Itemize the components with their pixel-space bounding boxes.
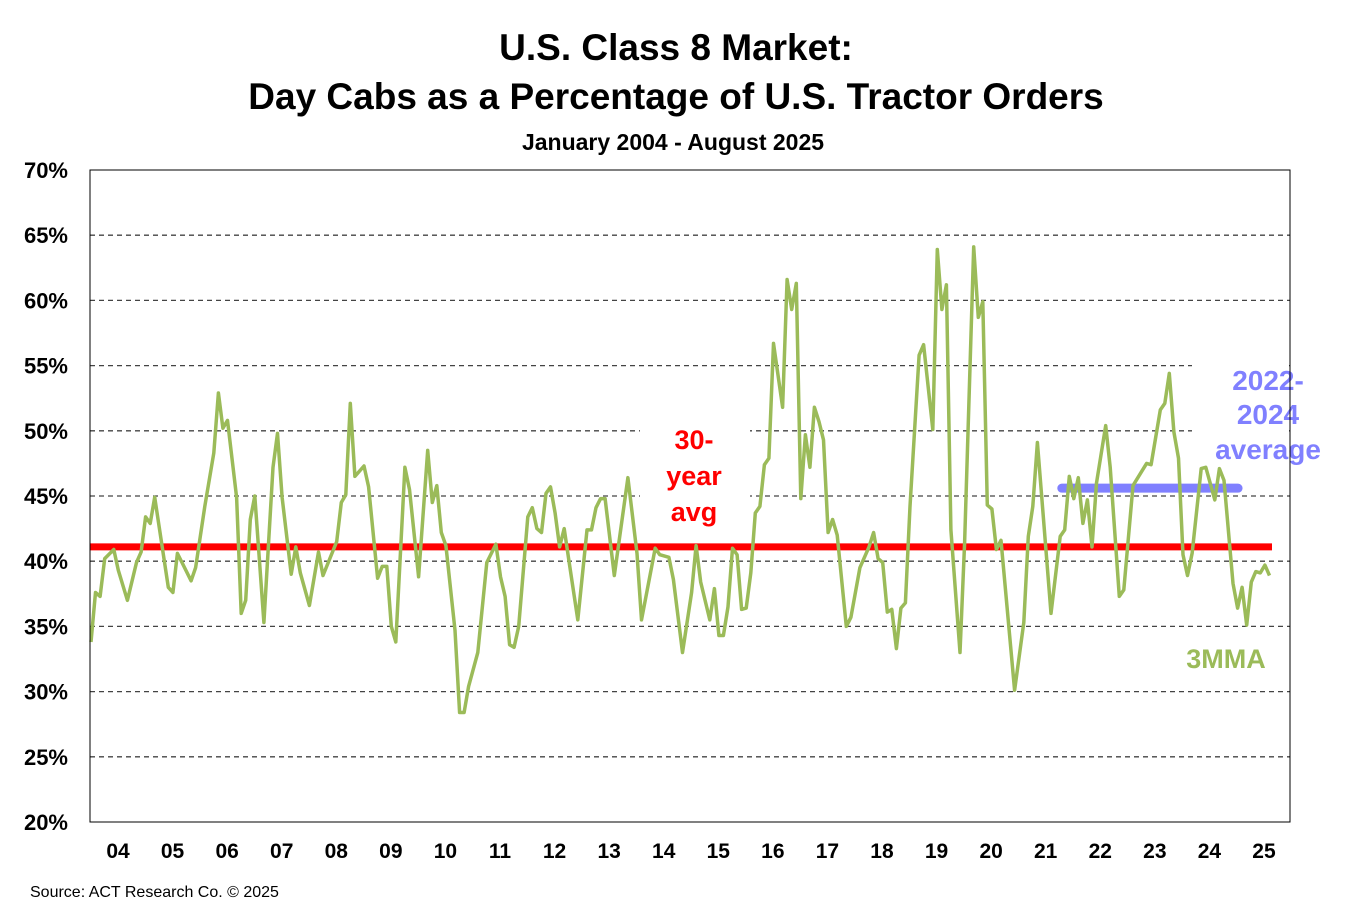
chart-subtitle: January 2004 - August 2025 <box>522 129 824 155</box>
x-tick-label: 08 <box>325 840 349 863</box>
y-tick-label: 25% <box>24 745 68 770</box>
y-tick-label: 55% <box>24 354 68 379</box>
y-tick-label: 30% <box>24 680 68 705</box>
x-tick-label: 11 <box>489 840 512 863</box>
x-tick-label: 16 <box>761 840 784 863</box>
chart-title-line2: Day Cabs as a Percentage of U.S. Tractor… <box>248 76 1103 117</box>
x-axis-ticks: 04 05 06 07 08 09 10 11 12 13 14 15 16 17 18 19 20 21 22 23… <box>106 840 1276 863</box>
x-tick-label: 04 <box>106 840 130 863</box>
y-tick-label: 35% <box>24 614 68 639</box>
y-tick-label: 40% <box>24 549 68 574</box>
x-tick-label: 14 <box>652 840 676 863</box>
x-tick-label: 09 <box>379 840 402 863</box>
y-tick-label: 50% <box>24 419 68 444</box>
annotation-blue-line1: 2022- <box>1232 365 1304 396</box>
source-note: Source: ACT Research Co. © 2025 <box>30 884 279 901</box>
x-tick-label: 12 <box>543 840 566 863</box>
y-tick-label: 65% <box>24 223 68 248</box>
x-tick-label: 24 <box>1198 840 1222 863</box>
y-tick-label: 45% <box>24 484 68 509</box>
annotation-bg-30yr <box>640 420 750 530</box>
x-tick-label: 17 <box>816 840 839 863</box>
x-tick-label: 23 <box>1143 840 1166 863</box>
y-tick-label: 70% <box>24 158 68 183</box>
annotation-2022-2024-average: 2022- 2024 average <box>1215 365 1321 465</box>
x-tick-label: 25 <box>1252 840 1276 863</box>
x-tick-label: 07 <box>270 840 293 863</box>
x-tick-label: 21 <box>1034 840 1058 863</box>
x-tick-label: 22 <box>1089 840 1112 863</box>
x-tick-label: 18 <box>870 840 894 863</box>
series-layer <box>89 245 1272 715</box>
x-tick-label: 06 <box>215 840 238 863</box>
annotation-bg-2022-2024 <box>1192 355 1289 465</box>
annotation-blue-line2: 2024 <box>1237 399 1300 430</box>
y-tick-label: 60% <box>24 288 68 313</box>
x-tick-label: 10 <box>434 840 457 863</box>
x-tick-label: 20 <box>979 840 1002 863</box>
annotation-30yr-line3: avg <box>671 497 718 527</box>
annotation-blue-line3: average <box>1215 434 1321 465</box>
y-axis-ticks: 20% 25% 30% 35% 40% 45% 50% 55% 60% 65% 70% <box>24 158 68 835</box>
annotation-30yr-line1: 30- <box>674 425 713 455</box>
x-tick-label: 19 <box>925 840 948 863</box>
annotation-30yr-line2: year <box>666 461 722 491</box>
x-tick-label: 15 <box>707 840 731 863</box>
x-tick-label: 05 <box>161 840 185 863</box>
x-tick-label: 13 <box>597 840 620 863</box>
y-tick-label: 20% <box>24 810 68 835</box>
annotation-bg-3mma <box>1175 638 1275 670</box>
chart-title-line1: U.S. Class 8 Market: <box>499 27 853 68</box>
plot-frame <box>89 169 1291 823</box>
annotation-30-year-avg: 30- year avg <box>666 425 722 527</box>
series-label-3mma: 3MMA <box>1186 644 1266 674</box>
